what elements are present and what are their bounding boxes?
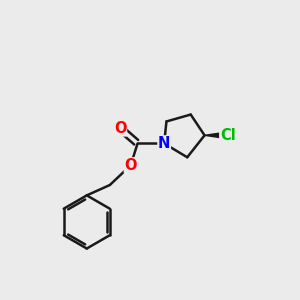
- Text: O: O: [114, 121, 127, 136]
- Polygon shape: [205, 132, 226, 139]
- Text: Cl: Cl: [220, 128, 236, 143]
- Text: N: N: [158, 136, 170, 151]
- Text: O: O: [124, 158, 137, 173]
